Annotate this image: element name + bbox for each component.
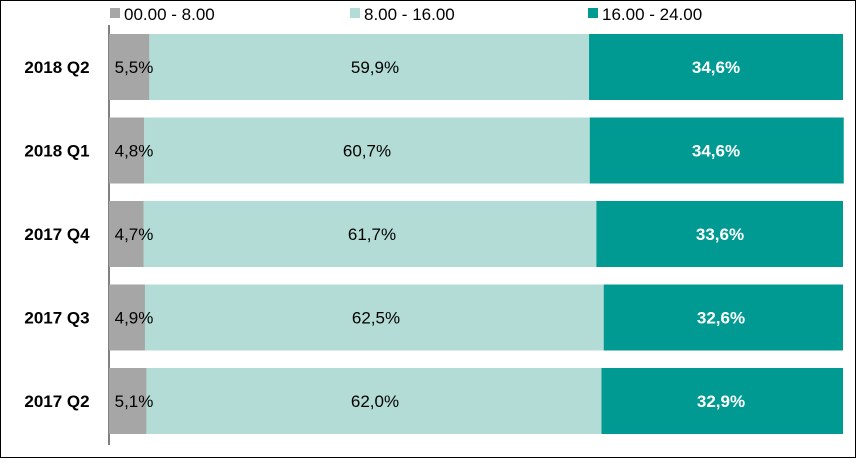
category-labels: 2018 Q2 2018 Q1 2017 Q4 2017 Q3 2017 Q2 xyxy=(24,58,90,411)
legend-swatch-00-00-8-00 xyxy=(110,8,120,18)
data-label-2017-q3-00-00-8-00: 4,9% xyxy=(115,309,154,328)
category-label-2018-q1: 2018 Q1 xyxy=(24,142,89,161)
data-labels: 5,5% 59,9% 34,6% 4,8% 60,7% 34,6% 4,7% 61,7% 33,… xyxy=(115,58,745,411)
data-label-2018-q2-16-00-24-00: 34,6% xyxy=(692,58,740,77)
bar-2017-q4-16-00-24-00 xyxy=(596,201,843,267)
data-label-2017-q4-8-00-16-00: 61,7% xyxy=(348,225,396,244)
bar-2017-q3-00-00-8-00 xyxy=(109,284,145,351)
data-label-2017-q4-00-00-8-00: 4,7% xyxy=(115,225,154,244)
legend-label-8-00-16-00: 8.00 - 16.00 xyxy=(364,5,455,24)
bar-2017-q2-16-00-24-00 xyxy=(601,368,843,434)
data-label-2018-q2-00-00-8-00: 5,5% xyxy=(115,58,154,77)
bar-2018-q2-8-00-16-00 xyxy=(149,34,590,100)
bar-2018-q1-16-00-24-00 xyxy=(589,117,844,184)
data-label-2018-q1-8-00-16-00: 60,7% xyxy=(343,142,391,161)
data-label-2017-q2-16-00-24-00: 32,9% xyxy=(697,392,745,411)
category-label-2018-q2: 2018 Q2 xyxy=(24,58,89,77)
data-label-2018-q1-16-00-24-00: 34,6% xyxy=(692,142,740,161)
bar-2018-q1-8-00-16-00 xyxy=(144,117,590,184)
bar-2017-q3-8-00-16-00 xyxy=(144,284,604,351)
data-label-2017-q3-16-00-24-00: 32,6% xyxy=(697,309,745,328)
legend: 00.00 - 8.00 8.00 - 16.00 16.00 - 24.00 xyxy=(110,5,702,24)
bar-2017-q2-8-00-16-00 xyxy=(146,368,602,434)
bar-2017-q4-8-00-16-00 xyxy=(143,201,597,267)
legend-swatch-16-00-24-00 xyxy=(588,8,598,18)
data-label-2018-q2-8-00-16-00: 59,9% xyxy=(351,58,399,77)
category-label-2017-q2: 2017 Q2 xyxy=(24,392,89,411)
bar-2018-q2-00-00-8-00 xyxy=(109,34,150,100)
legend-swatch-8-00-16-00 xyxy=(350,8,360,18)
data-label-2018-q1-00-00-8-00: 4,8% xyxy=(115,142,154,161)
bars xyxy=(109,34,844,434)
data-label-2017-q3-8-00-16-00: 62,5% xyxy=(352,309,400,328)
bar-2018-q2-16-00-24-00 xyxy=(589,34,843,100)
legend-label-16-00-24-00: 16.00 - 24.00 xyxy=(602,5,702,24)
category-label-2017-q4: 2017 Q4 xyxy=(24,225,90,244)
data-label-2017-q2-8-00-16-00: 62,0% xyxy=(351,392,399,411)
bar-2018-q1-00-00-8-00 xyxy=(109,117,145,184)
legend-label-00-00-8-00: 00.00 - 8.00 xyxy=(124,5,215,24)
bar-2017-q3-16-00-24-00 xyxy=(603,284,843,351)
data-label-2017-q4-16-00-24-00: 33,6% xyxy=(696,225,744,244)
bar-2017-q4-00-00-8-00 xyxy=(109,201,144,267)
category-label-2017-q3: 2017 Q3 xyxy=(24,309,89,328)
bar-2017-q2-00-00-8-00 xyxy=(109,368,147,434)
data-label-2017-q2-00-00-8-00: 5,1% xyxy=(115,392,154,411)
